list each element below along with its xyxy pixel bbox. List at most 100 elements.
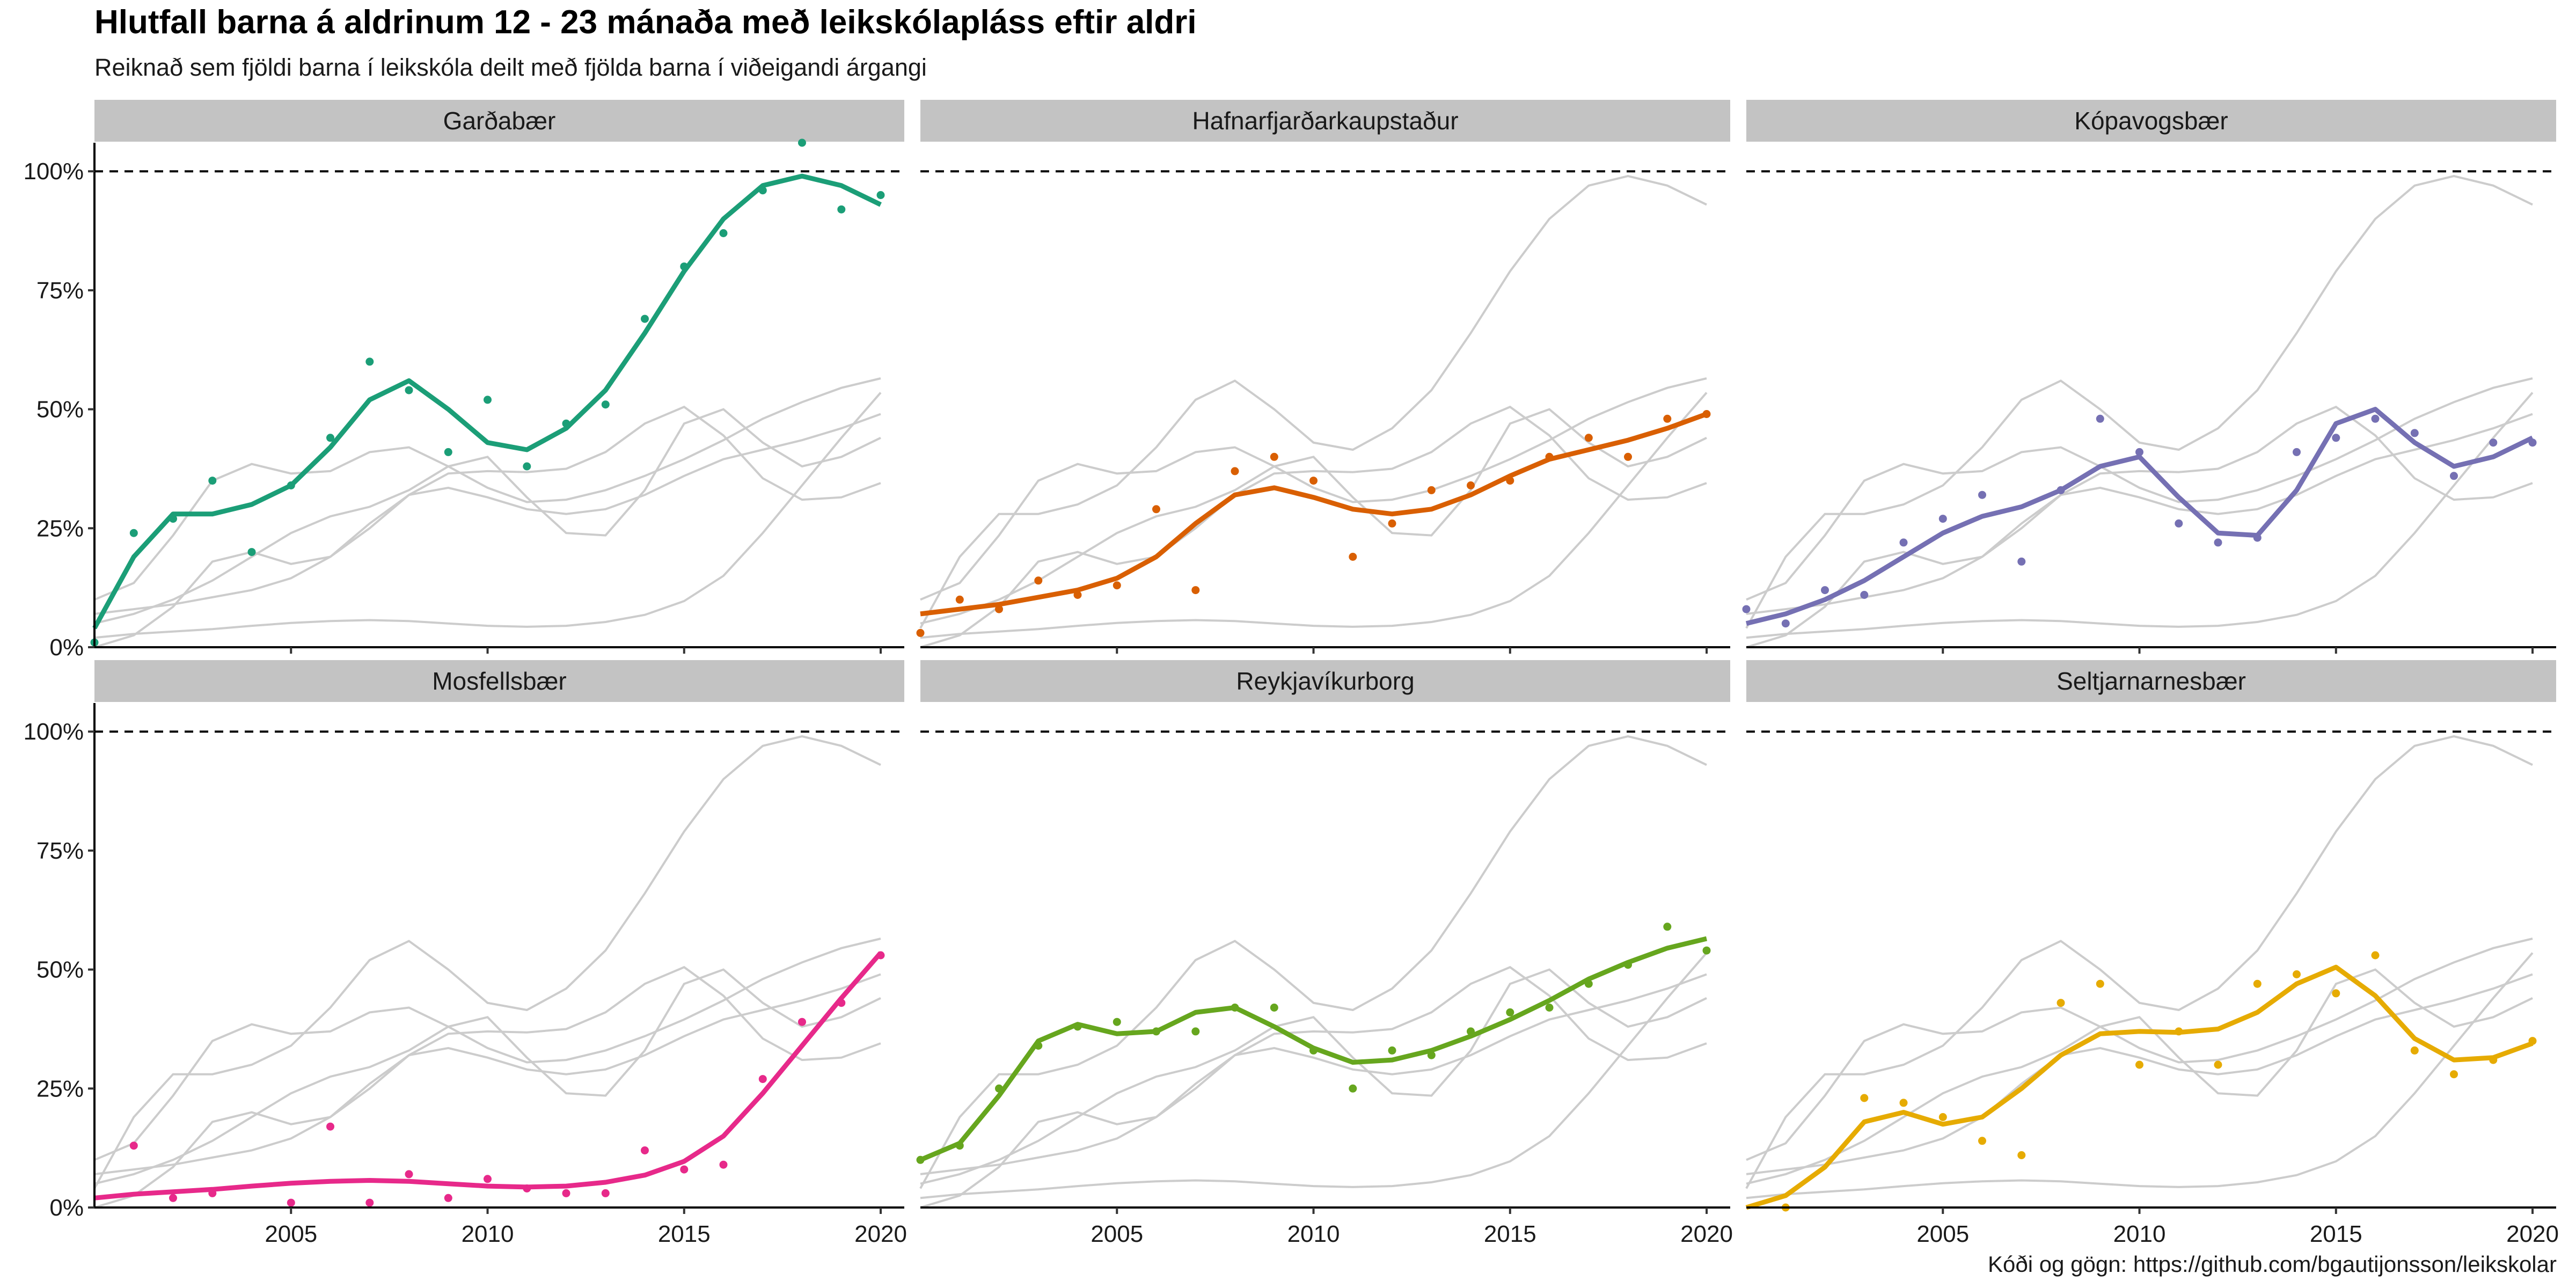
data-point — [2410, 429, 2419, 437]
data-point — [798, 1018, 806, 1026]
data-point — [1978, 1137, 1986, 1145]
x-tick-label: 2020 — [1680, 1221, 1733, 1247]
data-point — [1349, 553, 1357, 561]
background-series-line — [94, 405, 881, 648]
data-point — [287, 1198, 295, 1207]
x-tick-label: 2015 — [2310, 1221, 2362, 1247]
background-series-line — [920, 405, 1707, 648]
data-point — [1899, 1099, 1908, 1107]
data-point — [641, 1146, 649, 1155]
facet-strip-label: Kópavogsbær — [2074, 107, 2228, 135]
data-point — [1938, 1113, 1947, 1121]
chart-subtitle: Reiknað sem fjöldi barna í leikskóla dei… — [94, 54, 927, 81]
data-point — [1938, 515, 1947, 523]
y-tick-label: 50% — [36, 957, 84, 983]
background-series-line — [920, 952, 1708, 1199]
data-point — [2293, 448, 2301, 456]
chart-title: Hlutfall barna á aldrinum 12 - 23 mánaða… — [94, 4, 1197, 41]
data-point — [1113, 1018, 1121, 1026]
data-point — [1191, 586, 1200, 595]
background-series-line — [919, 735, 1707, 1189]
data-point — [2450, 1070, 2458, 1079]
data-point — [484, 1175, 492, 1183]
data-point — [916, 628, 925, 637]
data-point — [1663, 923, 1672, 931]
background-series-line — [94, 408, 881, 625]
series-trend-line — [919, 936, 1708, 1162]
facet-strip-label: Mosfellsbær — [432, 667, 567, 695]
data-point — [2371, 414, 2380, 423]
background-series-line — [94, 392, 882, 639]
facet-panel: Kópavogsbær — [1742, 100, 2556, 654]
data-point — [365, 357, 374, 366]
data-point — [365, 1198, 374, 1207]
data-point — [523, 462, 531, 471]
facet-strip — [94, 660, 904, 702]
data-point — [995, 605, 1003, 613]
data-point — [1388, 519, 1396, 528]
data-point — [484, 396, 492, 404]
y-tick-label: 75% — [36, 838, 84, 864]
data-point — [680, 1165, 689, 1174]
data-point — [1860, 1094, 1869, 1102]
background-series-line — [1746, 392, 2534, 639]
x-tick-label: 2015 — [658, 1221, 711, 1247]
data-point — [2371, 951, 2380, 960]
facet-panel: Hafnarfjarðarkaupstaður — [916, 100, 1730, 654]
data-point — [798, 138, 806, 147]
data-point — [2293, 970, 2301, 978]
background-series-line — [94, 973, 881, 1175]
background-series-line — [1746, 377, 2533, 601]
data-point — [326, 434, 334, 442]
x-tick-label: 2010 — [462, 1221, 514, 1247]
y-tick-label: 75% — [36, 277, 84, 304]
data-point — [129, 529, 138, 537]
series-trend-line — [94, 951, 883, 1201]
data-point — [1388, 1046, 1396, 1055]
data-point — [2096, 414, 2104, 423]
facet-strip-label: Hafnarfjarðarkaupstaður — [1192, 107, 1458, 135]
background-series-line — [1745, 175, 2533, 629]
data-point — [2017, 1151, 2026, 1159]
background-series-line — [94, 938, 881, 1161]
data-point — [1624, 452, 1632, 461]
background-series-line — [920, 377, 1707, 601]
data-point — [1349, 1084, 1357, 1093]
facet-strip — [920, 100, 1730, 142]
background-series-line — [1746, 938, 2533, 1161]
data-point — [2214, 538, 2222, 547]
data-point — [2057, 999, 2065, 1007]
data-point — [955, 595, 964, 604]
x-tick-label: 2010 — [1287, 1221, 1340, 1247]
data-point — [2096, 979, 2104, 988]
data-point — [601, 400, 610, 409]
series-trend-line — [92, 173, 882, 630]
y-tick-label: 50% — [36, 397, 84, 423]
y-tick-label: 25% — [36, 1075, 84, 1102]
background-series-line — [920, 408, 1707, 625]
x-tick-label: 2015 — [1484, 1221, 1536, 1247]
facet-strip-label: Reykjavíkurborg — [1236, 667, 1414, 695]
data-point — [1584, 434, 1593, 442]
background-series-line — [94, 968, 881, 1185]
facet-panel: Seltjarnarnesbær 2005 2010 2015 2020 — [1745, 660, 2559, 1247]
data-point — [2017, 557, 2026, 566]
data-point — [1427, 486, 1436, 494]
data-point — [1860, 591, 1869, 599]
data-point — [758, 1075, 767, 1084]
y-tick-label: 0% — [49, 634, 84, 661]
data-point — [2214, 1060, 2222, 1069]
data-point — [1545, 1004, 1554, 1012]
data-point — [1467, 481, 1475, 489]
data-point — [1270, 1004, 1278, 1012]
data-point — [444, 448, 452, 456]
background-series-line — [1746, 405, 2533, 648]
data-point — [1821, 586, 1829, 595]
data-point — [1506, 1008, 1514, 1016]
facet-strip — [1746, 660, 2556, 702]
background-series-line — [1746, 968, 2533, 1185]
background-series-line — [1745, 735, 2533, 1189]
data-point — [1742, 605, 1751, 613]
background-series-line — [920, 973, 1707, 1175]
